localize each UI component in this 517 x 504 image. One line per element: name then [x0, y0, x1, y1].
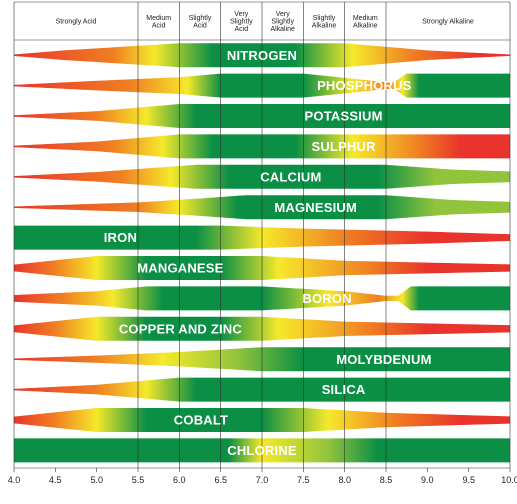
x-tick-label: 7.0 [256, 475, 269, 485]
ph-range-label: Medium [146, 15, 171, 22]
x-tick-label: 5.0 [90, 475, 103, 485]
label-sulphur: SULPHUR [311, 139, 376, 154]
label-nitrogen: NITROGEN [227, 48, 297, 63]
x-tick-label: 6.5 [214, 475, 227, 485]
label-manganese: MANGANESE [137, 261, 223, 276]
ph-range-label: Strongly Acid [56, 19, 97, 26]
x-tick-label: 5.5 [132, 475, 145, 485]
ph-range-label: Slightly [313, 15, 336, 22]
x-tick-label: 6.0 [173, 475, 186, 485]
label-magnesium: MAGNESIUM [274, 200, 357, 215]
ph-range-label: Acid [193, 22, 207, 29]
ph-range-label: Alkaline [312, 22, 337, 29]
label-cobalt: COBALT [174, 413, 228, 428]
ph-range-label: Medium [353, 15, 378, 22]
ph-range-label: Strongly Alkaline [422, 19, 474, 26]
ph-range-label: Acid [152, 22, 166, 29]
ph-range-header: Strongly AcidMediumAcidSlightlyAcidVeryS… [56, 11, 474, 33]
grid-lines [13, 1, 511, 469]
x-tick-label: 9.5 [462, 475, 475, 485]
ph-range-label: Very [276, 11, 291, 18]
label-molybdenum: MOLYBDENUM [336, 352, 431, 367]
ph-range-label: Slightly [189, 15, 212, 22]
label-potassium: POTASSIUM [305, 109, 383, 124]
x-tick-label: 4.5 [49, 475, 62, 485]
x-tick-label: 7.5 [297, 475, 310, 485]
label-iron: IRON [104, 230, 137, 245]
nutrient-labels: NITROGEN PHOSPHORUS POTASSIUM SULPHUR CALCIU… [104, 48, 432, 458]
label-boron: BORON [302, 291, 351, 306]
ph-range-label: Slightly [271, 19, 294, 26]
x-tick-label: 10.0 [501, 475, 517, 485]
label-copper-and-zinc: COPPER AND ZINC [119, 321, 243, 336]
x-tick-label: 8.0 [338, 475, 351, 485]
ph-axis: 4.0 4.5 5.0 5.5 6.0 6.5 7.0 7.5 8.0 8.5 9.0 9.5 10.0 [8, 468, 517, 485]
ph-range-label: Very [234, 11, 249, 18]
ph-range-label: Acid [234, 26, 248, 33]
label-phosphorus: PHOSPHORUS [317, 78, 412, 93]
ph-range-label: Alkaline [353, 22, 378, 29]
x-tick-label: 8.5 [380, 475, 393, 485]
label-chlorine: CHLORINE [227, 443, 297, 458]
ph-range-label: Alkaline [270, 26, 295, 33]
x-tick-label: 9.0 [421, 475, 434, 485]
label-silica: SILICA [322, 382, 366, 397]
label-calcium: CALCIUM [260, 169, 321, 184]
x-tick-label: 4.0 [8, 475, 21, 485]
ph-range-label: Slightly [230, 19, 253, 26]
